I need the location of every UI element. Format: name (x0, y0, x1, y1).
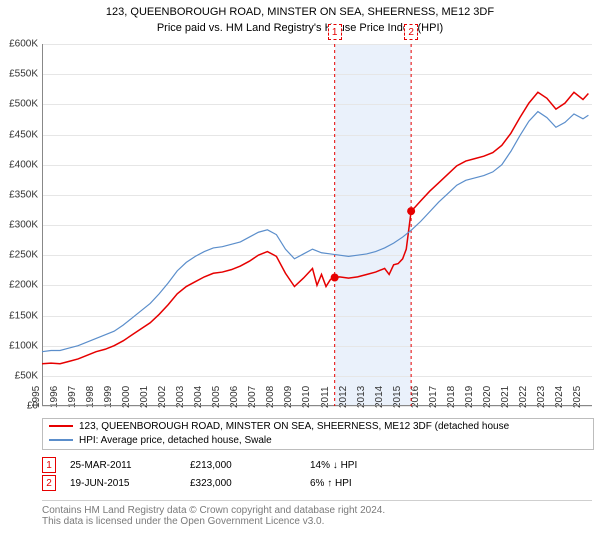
sales-table: 1 25-MAR-2011£213,00014% ↓ HPI 2 19-JUN-201… (42, 456, 592, 492)
sale-price: £213,000 (190, 460, 310, 471)
sale-marker-badge-top: 1 (328, 24, 342, 40)
y-tick-label: £550K (9, 69, 38, 80)
sale-marker-dot (407, 207, 415, 215)
series-property (42, 92, 588, 364)
y-tick-label: £600K (9, 39, 38, 50)
sale-price: £323,000 (190, 478, 310, 489)
chart-plot-area: £0£50K£100K£150K£200K£250K£300K£350K£400… (42, 44, 592, 406)
footer-line: Contains HM Land Registry data © Crown c… (42, 505, 592, 516)
y-tick-label: £500K (9, 99, 38, 110)
legend-swatch (49, 439, 73, 441)
y-tick-label: £250K (9, 250, 38, 261)
y-tick-label: £150K (9, 310, 38, 321)
y-tick-label: £450K (9, 129, 38, 140)
y-tick-label: £50K (15, 370, 38, 381)
chart-title: 123, QUEENBOROUGH ROAD, MINSTER ON SEA, … (0, 6, 600, 18)
y-tick-label: £100K (9, 340, 38, 351)
sale-row: 1 25-MAR-2011£213,00014% ↓ HPI (42, 456, 592, 474)
legend: 123, QUEENBOROUGH ROAD, MINSTER ON SEA, … (42, 418, 594, 450)
footer-line: This data is licensed under the Open Gov… (42, 516, 592, 527)
legend-label: HPI: Average price, detached house, Swal… (79, 435, 272, 446)
y-tick-label: £200K (9, 280, 38, 291)
y-tick-label: £400K (9, 159, 38, 170)
footer-attribution: Contains HM Land Registry data © Crown c… (42, 500, 592, 527)
x-tick-label: 1995 (31, 386, 42, 408)
sale-delta: 14% ↓ HPI (310, 460, 430, 471)
legend-row: 123, QUEENBOROUGH ROAD, MINSTER ON SEA, … (43, 419, 593, 433)
legend-row: HPI: Average price, detached house, Swal… (43, 433, 593, 447)
chart-subtitle: Price paid vs. HM Land Registry's House … (0, 22, 600, 34)
legend-label: 123, QUEENBOROUGH ROAD, MINSTER ON SEA, … (79, 421, 509, 432)
sale-date: 19-JUN-2015 (70, 478, 190, 489)
sale-delta: 6% ↑ HPI (310, 478, 430, 489)
sale-marker-dot (331, 273, 339, 281)
sale-row: 2 19-JUN-2015£323,0006% ↑ HPI (42, 474, 592, 492)
series-hpi (42, 112, 588, 352)
y-tick-label: £350K (9, 189, 38, 200)
sale-badge: 1 (42, 457, 56, 473)
legend-swatch (49, 425, 73, 427)
sale-badge: 2 (42, 475, 56, 491)
sale-date: 25-MAR-2011 (70, 460, 190, 471)
chart-svg (42, 44, 592, 406)
y-tick-label: £300K (9, 220, 38, 231)
sale-marker-badge-top: 2 (404, 24, 418, 40)
